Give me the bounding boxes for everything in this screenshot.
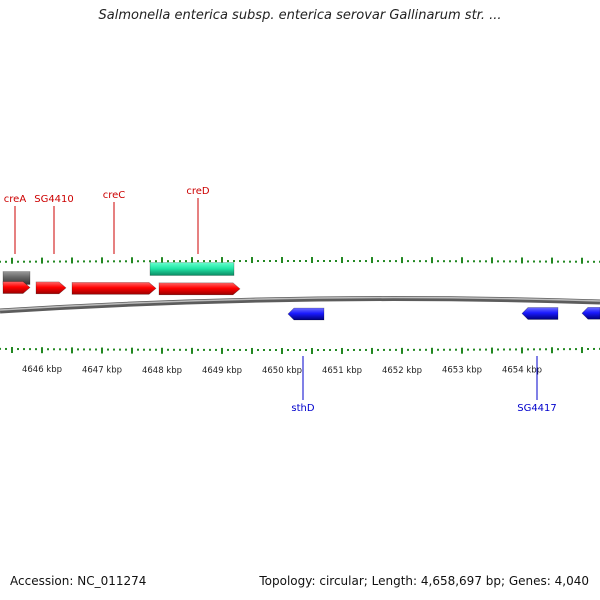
scale-label: 4654 kbp bbox=[502, 365, 542, 375]
sthd-gene-arrow[interactable] bbox=[287, 307, 325, 321]
sg4417-gene-arrow[interactable] bbox=[521, 307, 559, 320]
scale-label: 4648 kbp bbox=[142, 366, 182, 376]
crec-gene-arrow[interactable] bbox=[71, 282, 157, 295]
genome-backbone bbox=[0, 296, 600, 314]
scale-label: 4651 kbp bbox=[322, 366, 362, 376]
cred-gene-arrow[interactable] bbox=[158, 282, 241, 296]
scale-label-layer: 4646 kbp 4647 kbp 4648 kbp 4649 kbp 4650 kbp… bbox=[22, 365, 542, 376]
scale-label: 4653 kbp bbox=[442, 366, 482, 376]
gene-label-top: creD bbox=[186, 186, 210, 197]
scale-label: 4652 kbp bbox=[382, 366, 422, 376]
crea-gene-arrow[interactable] bbox=[2, 281, 31, 294]
scale-label: 4649 kbp bbox=[202, 366, 242, 376]
sg4410-gene-arrow[interactable] bbox=[35, 281, 67, 295]
scale-label: 4647 kbp bbox=[82, 366, 122, 376]
tick-track-bottom bbox=[0, 347, 600, 354]
genome-title: Salmonella enterica subsp. enterica sero… bbox=[98, 8, 502, 23]
bottom-label-layer: sthD SG4417 bbox=[291, 356, 557, 414]
gene-label-bottom: SG4417 bbox=[517, 403, 557, 414]
scale-label: 4650 kbp bbox=[262, 366, 302, 376]
top-mobile-feature-block[interactable] bbox=[149, 262, 235, 276]
top-label-layer: creA SG4410 creC creD bbox=[4, 186, 210, 254]
reverse-feature-block[interactable] bbox=[581, 306, 600, 320]
scale-label: 4646 kbp bbox=[22, 365, 62, 375]
tick-track-top bbox=[0, 257, 600, 264]
genome-summary: Topology: circular; Length: 4,658,697 bp… bbox=[259, 574, 589, 588]
gene-label-top: creC bbox=[103, 190, 126, 201]
gene-label-top: SG4410 bbox=[34, 194, 74, 205]
top-grey-feature-block[interactable] bbox=[2, 271, 31, 285]
feature-layer[interactable] bbox=[2, 262, 600, 321]
accession-label: Accession: NC_011274 bbox=[10, 574, 147, 588]
genome-backbone-highlight bbox=[0, 296, 600, 311]
gene-label-bottom: sthD bbox=[291, 403, 314, 414]
gene-label-top: creA bbox=[4, 194, 27, 205]
